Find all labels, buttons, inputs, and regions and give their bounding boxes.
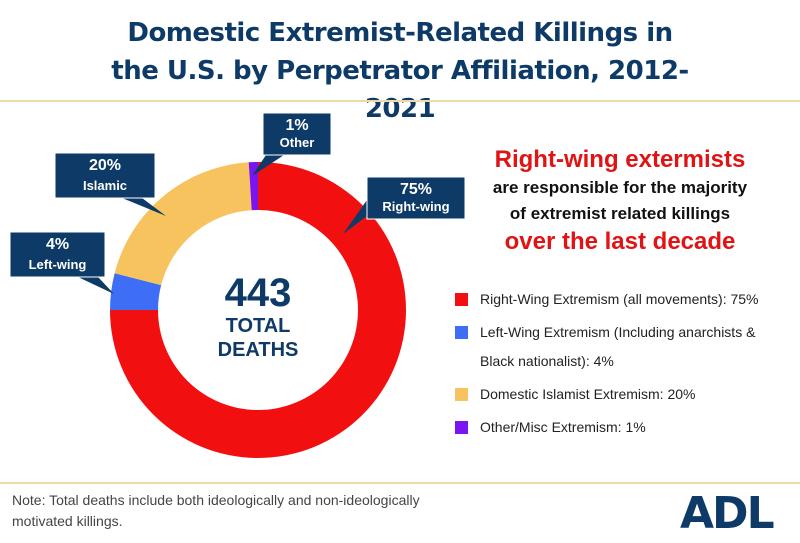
total-value: 443 — [224, 271, 292, 315]
callout-pointer — [78, 277, 114, 294]
callout-value: 20% — [89, 157, 121, 174]
callout-value: 4% — [46, 236, 69, 253]
callout-box — [366, 176, 466, 220]
legend-item: Domestic Islamist Extremism: 20% — [455, 380, 790, 409]
legend-label: Other/Misc Extremism: 1% — [480, 419, 646, 435]
donut-segment — [110, 162, 406, 458]
legend-swatch — [455, 388, 468, 401]
logo: ADL — [680, 488, 775, 539]
legend: Right-Wing Extremism (all movements): 75… — [455, 285, 790, 446]
donut-segment — [114, 162, 252, 286]
donut-segment — [248, 162, 258, 211]
callout-box — [262, 112, 332, 156]
callout-value: 1% — [285, 117, 308, 134]
callout-label: Left-wing — [29, 257, 87, 272]
legend-swatch — [455, 293, 468, 306]
legend-item: Left-Wing Extremism (Including anarchist… — [455, 318, 790, 376]
legend-swatch — [455, 421, 468, 434]
divider — [0, 100, 800, 102]
headline-line: Right-wing extermists — [494, 146, 746, 173]
divider — [0, 482, 800, 484]
center-total: 443 TOTAL DEATHS — [188, 272, 328, 362]
headline-line: over the last decade — [504, 228, 736, 255]
note: Note: Total deaths include both ideologi… — [12, 492, 420, 529]
callout-label: Other — [280, 135, 315, 150]
callout-label: Islamic — [83, 178, 127, 193]
legend-label: Left-Wing Extremism (Including anarchist… — [480, 324, 756, 369]
callout-label: Right-wing — [382, 199, 449, 214]
legend-item: Right-Wing Extremism (all movements): 75… — [455, 285, 790, 314]
callout-box — [9, 231, 106, 278]
total-label: TOTAL DEATHS — [217, 315, 299, 361]
chart-title: Domestic Extremist-Related Killings in t… — [111, 18, 689, 124]
legend-item: Other/Misc Extremism: 1% — [455, 413, 790, 442]
callout-pointer — [252, 155, 284, 176]
callout-value: 75% — [400, 181, 432, 198]
headline-line: are responsible for the majority of extr… — [492, 178, 748, 223]
callout-box — [54, 152, 156, 199]
callout-pointer — [122, 198, 166, 216]
headline: Right-wing extermists are responsible fo… — [470, 145, 770, 257]
donut-segment — [110, 273, 162, 310]
callout-pointer — [343, 200, 367, 234]
legend-label: Domestic Islamist Extremism: 20% — [480, 386, 696, 402]
legend-swatch — [455, 326, 468, 339]
legend-label: Right-Wing Extremism (all movements): 75… — [480, 291, 759, 307]
